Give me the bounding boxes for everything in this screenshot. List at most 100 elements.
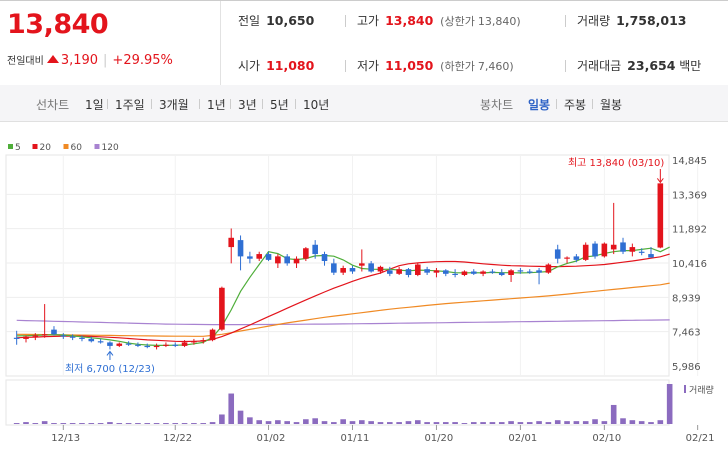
amount-label: 거래대금 bbox=[577, 59, 622, 73]
volume-bar bbox=[582, 421, 589, 424]
ma60-line bbox=[16, 282, 670, 337]
candle-body bbox=[582, 244, 589, 260]
volume-bar bbox=[51, 423, 57, 424]
tab-3y[interactable]: 3년 bbox=[238, 98, 257, 112]
candle-body bbox=[107, 342, 113, 346]
volume-bar bbox=[349, 421, 356, 424]
divider bbox=[151, 99, 152, 109]
candle-body bbox=[489, 271, 496, 273]
tab-daily[interactable]: 일봉 bbox=[528, 98, 551, 112]
y-tick-label: 11,892 bbox=[672, 225, 707, 236]
volume-bar bbox=[405, 421, 412, 424]
candle-body bbox=[564, 257, 570, 259]
volume-bar bbox=[517, 422, 524, 424]
volume-bar bbox=[387, 422, 393, 424]
candle-body bbox=[163, 344, 169, 346]
open-value: 11,080 bbox=[266, 58, 315, 73]
candle-body bbox=[256, 254, 263, 259]
tab-5y[interactable]: 5년 bbox=[270, 98, 289, 112]
volume-bar bbox=[116, 423, 123, 424]
candle-body bbox=[200, 340, 207, 342]
tab-10y[interactable]: 10년 bbox=[303, 98, 330, 112]
candle-body bbox=[387, 270, 393, 274]
divider bbox=[262, 99, 263, 109]
candle-body bbox=[554, 249, 561, 259]
volume-bar bbox=[293, 422, 300, 424]
volume-bar bbox=[592, 419, 598, 424]
candle-body bbox=[368, 263, 374, 272]
price-summary: 13,840 전일대비 3,190 | +29.95% bbox=[0, 1, 221, 85]
candle-body bbox=[349, 268, 356, 272]
ma120-line bbox=[16, 319, 670, 326]
volume-bar bbox=[498, 422, 505, 424]
volume-bar bbox=[256, 420, 263, 424]
volume-bar bbox=[181, 423, 188, 424]
candle-body bbox=[125, 343, 132, 345]
candle-body bbox=[172, 344, 179, 346]
candle-body bbox=[424, 269, 430, 273]
prev-close-value: 10,650 bbox=[266, 13, 315, 28]
volume-bar bbox=[545, 422, 552, 424]
volume-bar bbox=[480, 422, 486, 424]
legend-swatch bbox=[94, 144, 100, 149]
volume-bar bbox=[144, 423, 151, 424]
candle-body bbox=[405, 269, 412, 275]
candle-chart-label[interactable]: 봉차트 bbox=[480, 98, 514, 112]
divider bbox=[295, 99, 296, 109]
prev-close: 전일 10,650 bbox=[238, 12, 314, 29]
tab-1d[interactable]: 1일 bbox=[85, 98, 104, 112]
up-arrow-icon bbox=[46, 55, 59, 63]
candle-body bbox=[610, 244, 617, 250]
tab-1y[interactable]: 1년 bbox=[207, 98, 226, 112]
tab-weekly[interactable]: 주봉 bbox=[564, 98, 587, 112]
volume-bar bbox=[433, 422, 440, 424]
upper-limit-label: (상한가 bbox=[440, 15, 475, 28]
x-tick-label: 01/02 bbox=[257, 433, 286, 444]
tab-monthly[interactable]: 월봉 bbox=[600, 98, 623, 112]
candle-body bbox=[13, 337, 20, 339]
y-tick-label: 8,939 bbox=[672, 293, 701, 304]
volume-bar bbox=[629, 420, 636, 424]
lower-limit-label: (하한가 bbox=[440, 60, 475, 73]
volume-bar bbox=[312, 418, 318, 424]
change-percent: +29.95% bbox=[112, 53, 173, 68]
volume-bar bbox=[135, 423, 141, 424]
divider bbox=[345, 15, 346, 27]
low-value: 11,050 bbox=[385, 58, 434, 73]
candle-body bbox=[97, 341, 104, 343]
volume-bar bbox=[377, 422, 384, 424]
tab-3m[interactable]: 3개월 bbox=[159, 98, 189, 112]
volume-bar bbox=[237, 410, 244, 424]
divider bbox=[199, 99, 200, 109]
candle-body bbox=[433, 270, 440, 273]
candle-body bbox=[340, 268, 346, 273]
candle-body bbox=[228, 237, 235, 248]
divider bbox=[565, 60, 566, 72]
volume-bar bbox=[452, 422, 458, 424]
volume-bar bbox=[32, 423, 39, 424]
candle-body bbox=[32, 335, 39, 337]
open-price: 시가 11,080 bbox=[238, 57, 314, 74]
volume-bar bbox=[648, 422, 654, 424]
candle-body bbox=[219, 287, 225, 330]
volume-bar bbox=[69, 423, 76, 424]
volume-plot-area bbox=[5, 379, 670, 426]
candle-body bbox=[442, 270, 449, 274]
lower-limit-value: 7,460) bbox=[477, 60, 514, 73]
candle-body bbox=[191, 341, 197, 343]
divider bbox=[107, 99, 108, 109]
volume-bar bbox=[191, 423, 197, 424]
legend-label: 120 bbox=[102, 143, 119, 153]
high-annotation: 최고 13,840 (03/10) bbox=[568, 157, 664, 169]
volume-bar bbox=[321, 421, 328, 424]
volume-bar bbox=[536, 421, 542, 424]
line-chart-label[interactable]: 선차트 bbox=[36, 98, 70, 112]
volume-bar bbox=[461, 423, 468, 424]
volume-bar bbox=[172, 423, 179, 424]
high-arrow-head bbox=[656, 178, 664, 184]
y-tick-label: 13,369 bbox=[672, 190, 707, 201]
y-tick-label: 14,845 bbox=[672, 156, 707, 167]
candle-body bbox=[657, 183, 664, 248]
candle-body bbox=[648, 254, 654, 258]
tab-1w[interactable]: 1주일 bbox=[115, 98, 145, 112]
